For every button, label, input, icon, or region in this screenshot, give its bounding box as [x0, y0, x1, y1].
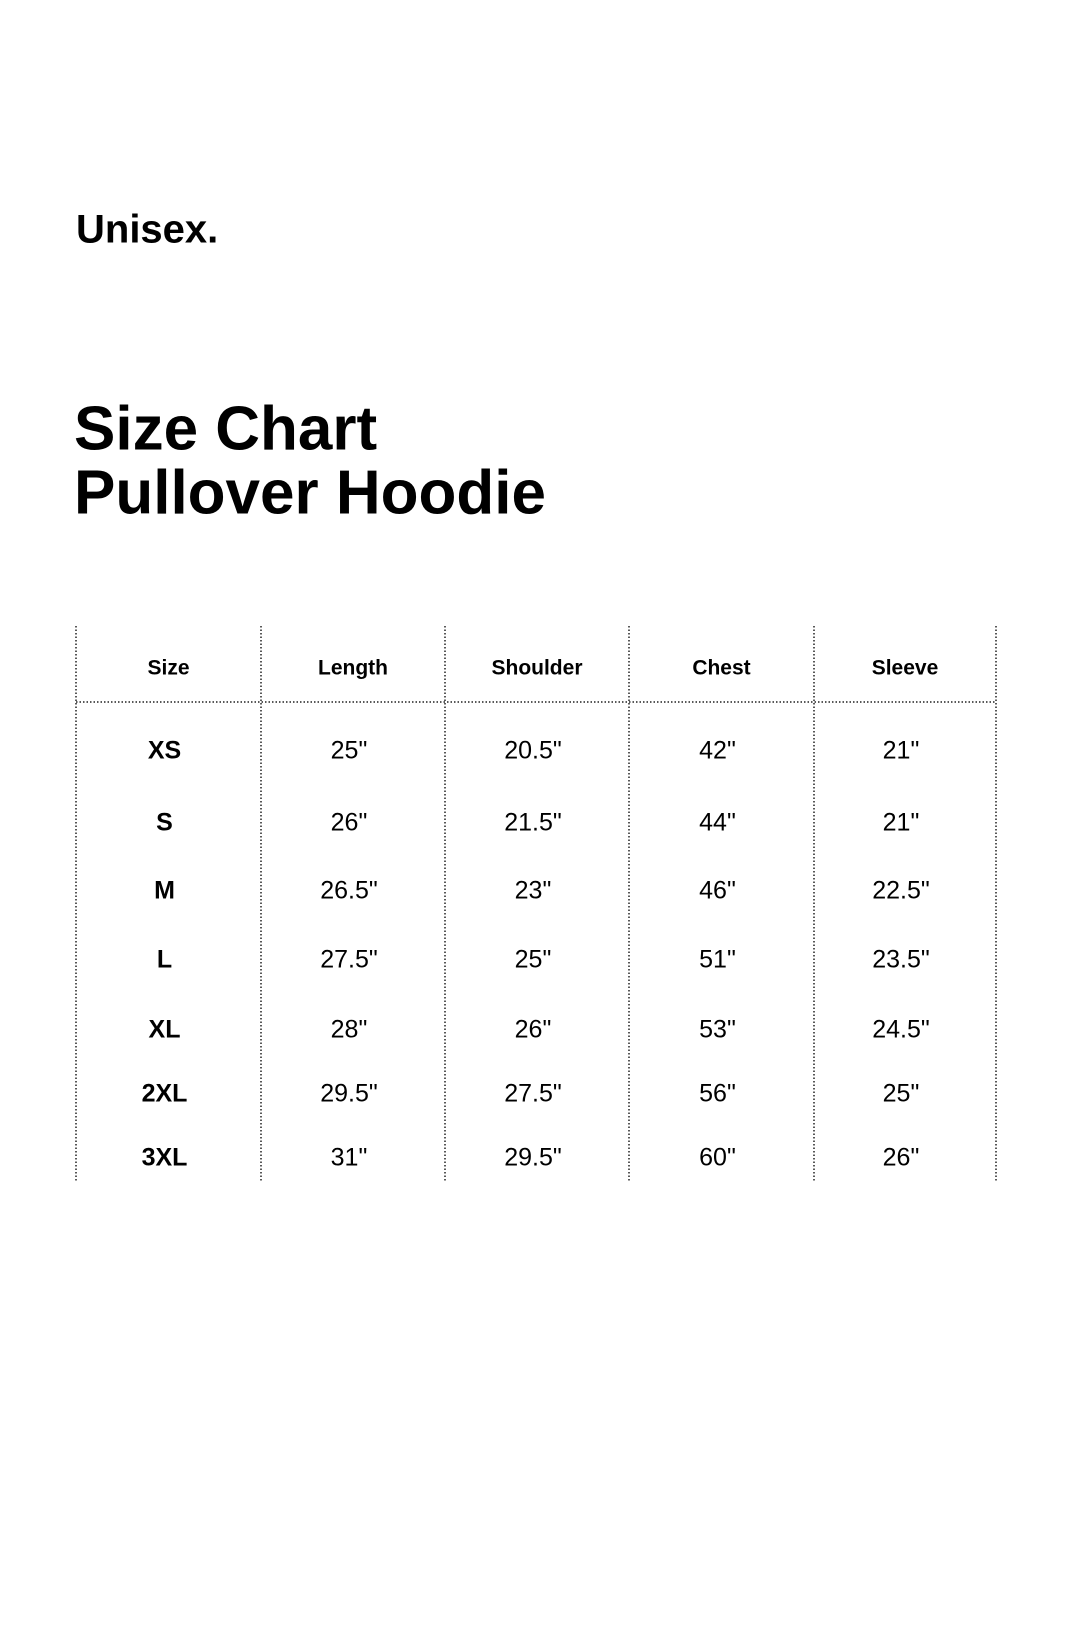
- measurement: 46": [699, 877, 736, 905]
- measurement: 29.5": [504, 1144, 562, 1172]
- measurement: 21": [883, 737, 920, 765]
- measurement: 23.5": [872, 946, 930, 974]
- size-label: S: [156, 809, 173, 837]
- measurement: 26": [331, 809, 368, 837]
- column-header: Sleeve: [872, 657, 939, 680]
- measurement: 26": [515, 1016, 552, 1044]
- measurement: 56": [699, 1080, 736, 1108]
- measurement: 21.5": [504, 809, 562, 837]
- measurement: 27.5": [504, 1080, 562, 1108]
- measurement: 24.5": [872, 1016, 930, 1044]
- measurement: 27.5": [320, 946, 378, 974]
- measurement: 25": [515, 946, 552, 974]
- column-header: Size: [147, 657, 189, 680]
- title-line: Size Chart: [74, 394, 377, 463]
- column-header: Shoulder: [491, 657, 582, 680]
- size-label: L: [157, 946, 172, 974]
- subtitle: Unisex.: [76, 208, 218, 252]
- measurement: 23": [515, 877, 552, 905]
- size-label: 2XL: [142, 1080, 188, 1108]
- measurement: 25": [331, 737, 368, 765]
- measurement: 51": [699, 946, 736, 974]
- measurement: 60": [699, 1144, 736, 1172]
- measurement: 21": [883, 809, 920, 837]
- column-header: Length: [318, 657, 388, 680]
- size-label: XL: [149, 1016, 181, 1044]
- measurement: 22.5": [872, 877, 930, 905]
- size-label: M: [154, 877, 175, 905]
- title-line: Pullover Hoodie: [74, 458, 546, 527]
- size-table: Size Length Shoulder Chest Sleeve XS 25" 20.5" 4…: [75, 626, 997, 1181]
- size-label: XS: [148, 737, 181, 765]
- measurement: 25": [883, 1080, 920, 1108]
- measurement: 53": [699, 1016, 736, 1044]
- measurement: 44": [699, 809, 736, 837]
- measurement: 28": [331, 1016, 368, 1044]
- size-label: 3XL: [142, 1144, 188, 1172]
- measurement: 26": [883, 1144, 920, 1172]
- column-header: Chest: [692, 657, 750, 680]
- measurement: 31": [331, 1144, 368, 1172]
- measurement: 20.5": [504, 737, 562, 765]
- measurement: 42": [699, 737, 736, 765]
- measurement: 29.5": [320, 1080, 378, 1108]
- measurement: 26.5": [320, 877, 378, 905]
